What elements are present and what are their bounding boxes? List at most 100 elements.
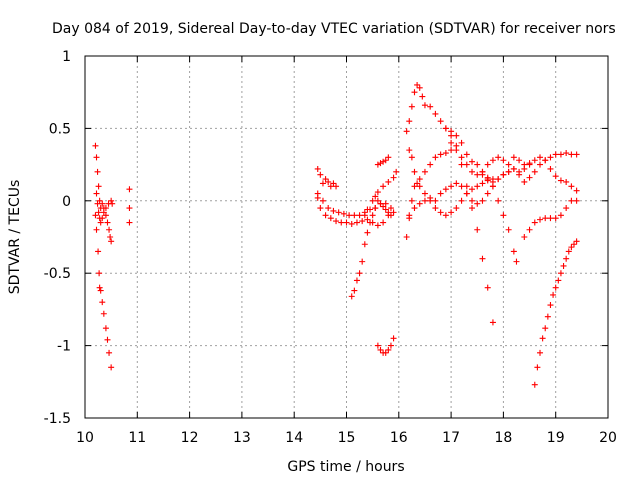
data-point [126, 205, 133, 212]
data-point [374, 342, 381, 349]
data-point [416, 176, 423, 183]
data-point [560, 262, 567, 269]
data-point [469, 158, 476, 165]
data-point [442, 212, 449, 219]
data-point [411, 183, 418, 190]
data-point [390, 174, 397, 181]
data-point [453, 205, 460, 212]
data-point [448, 139, 455, 146]
data-point [421, 102, 428, 109]
data-point [495, 154, 502, 161]
x-tick-label: 11 [128, 430, 146, 446]
data-point [479, 255, 486, 262]
data-point [489, 319, 496, 326]
data-point [539, 335, 546, 342]
series-sat-r [479, 157, 580, 194]
data-point [495, 197, 502, 204]
data-point [107, 234, 114, 240]
data-point [547, 165, 554, 172]
data-point [333, 183, 340, 190]
data-point [531, 157, 538, 164]
data-point [448, 147, 455, 154]
data-point [442, 150, 449, 157]
data-point [484, 284, 491, 291]
data-point [458, 154, 465, 161]
y-tick-label: -1.5 [44, 411, 71, 427]
data-point [531, 381, 538, 388]
data-point [108, 197, 115, 204]
data-point [104, 219, 111, 226]
data-point [489, 178, 496, 185]
data-point [372, 193, 379, 200]
data-point [489, 157, 496, 164]
data-point [537, 154, 544, 161]
data-point [325, 178, 332, 185]
data-point [531, 168, 538, 175]
data-point [319, 180, 326, 187]
series-sat-d [126, 186, 133, 226]
data-point [547, 302, 554, 309]
data-point [327, 183, 334, 190]
data-point [534, 364, 541, 371]
data-point [356, 212, 363, 219]
data-point [380, 183, 387, 190]
data-point [385, 346, 392, 353]
x-tick-label: 16 [390, 430, 408, 446]
data-point [356, 270, 363, 277]
x-axis-label: GPS time / hours [287, 459, 404, 475]
data-point [568, 151, 575, 158]
data-point [573, 238, 580, 245]
data-point [93, 190, 100, 197]
data-point [521, 234, 528, 240]
data-point [374, 222, 381, 229]
y-tick-label: -0.5 [44, 266, 71, 282]
data-point [406, 147, 413, 154]
data-point [390, 335, 397, 342]
data-point [330, 207, 337, 214]
data-point [406, 212, 413, 219]
series-sat-f [314, 194, 397, 229]
x-tick-label: 14 [285, 430, 303, 446]
data-point [505, 168, 512, 175]
data-point [340, 210, 347, 217]
data-point [448, 209, 455, 216]
data-point [374, 161, 381, 168]
data-point [387, 205, 394, 212]
data-point [322, 176, 329, 183]
data-point [411, 168, 418, 175]
data-point [403, 234, 410, 240]
data-point [500, 157, 507, 164]
data-point [96, 284, 103, 291]
series-sat-b [93, 190, 116, 226]
data-point [469, 197, 476, 204]
data-point [484, 161, 491, 168]
data-point [552, 173, 559, 180]
data-point [500, 212, 507, 219]
data-point [411, 89, 418, 96]
data-point [319, 197, 326, 204]
data-point [474, 200, 481, 207]
data-point [568, 244, 575, 251]
data-point [126, 219, 133, 226]
data-point [364, 229, 371, 236]
data-point [453, 142, 460, 149]
data-point [93, 154, 100, 161]
x-axis: 10 11 12 13 14 15 16 17 18 19 20 [76, 56, 617, 446]
data-point [547, 154, 554, 161]
data-point [557, 212, 564, 219]
data-point [351, 212, 358, 219]
data-point [369, 212, 376, 219]
data-point [411, 205, 418, 212]
data-point [327, 215, 334, 222]
data-point [500, 171, 507, 178]
data-point [99, 215, 106, 222]
series-sat-t [531, 238, 580, 388]
data-point [469, 186, 476, 193]
data-point [377, 200, 384, 207]
data-point [416, 200, 423, 207]
data-point [104, 336, 111, 343]
series-sat-l [403, 147, 455, 240]
data-point [557, 270, 564, 277]
data-point [516, 157, 523, 164]
data-point [92, 212, 99, 219]
